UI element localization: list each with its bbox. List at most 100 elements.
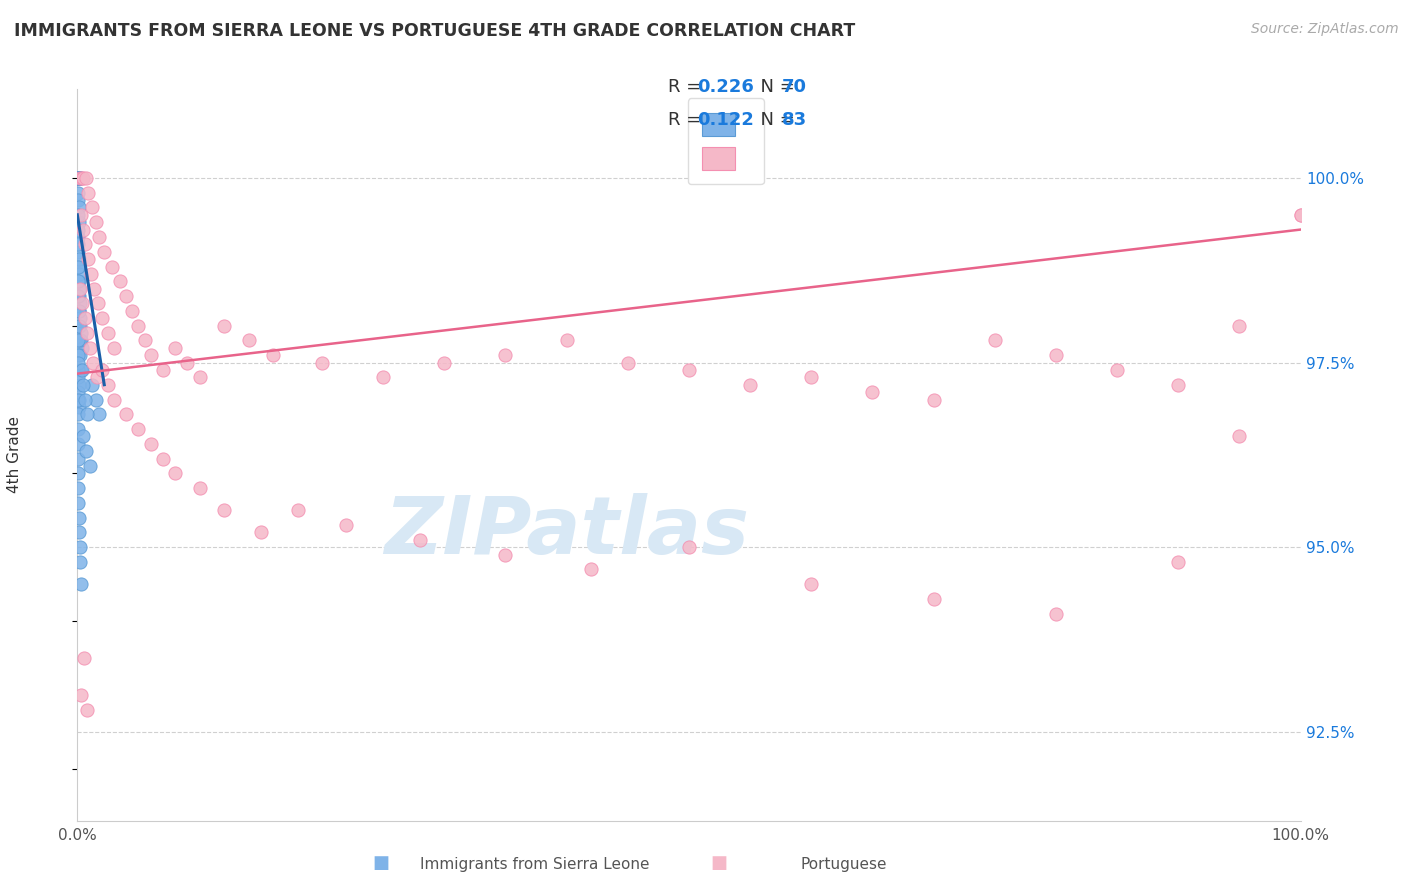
Point: [188, 481, 211, 495]
Point: [212, 318, 235, 333]
Point: [103, 341, 125, 355]
Point: [72, 429, 94, 443]
Point: [97, 377, 120, 392]
Point: [678, 363, 700, 377]
Text: 0.122: 0.122: [697, 111, 754, 128]
Point: [165, 467, 187, 481]
Point: [70, 170, 93, 185]
Point: [67, 348, 90, 362]
Point: [97, 326, 120, 340]
Point: [67, 237, 90, 252]
Text: 70: 70: [782, 78, 807, 95]
Point: [69, 555, 91, 569]
Point: [984, 334, 1007, 348]
Text: Immigrants from Sierra Leone: Immigrants from Sierra Leone: [419, 857, 650, 872]
Point: [579, 562, 602, 576]
Point: [67, 170, 90, 185]
Point: [1289, 208, 1312, 222]
Point: [69, 170, 91, 185]
Point: [128, 422, 150, 436]
Text: ZIPatlas: ZIPatlas: [384, 493, 749, 572]
Point: [70, 296, 93, 310]
Point: [139, 437, 162, 451]
Point: [103, 392, 125, 407]
Point: [69, 311, 91, 326]
Point: [69, 170, 91, 185]
Point: [67, 170, 90, 185]
Point: [67, 201, 90, 215]
Point: [67, 289, 90, 303]
Point: [86, 370, 108, 384]
Point: [69, 296, 91, 310]
Point: [617, 355, 640, 369]
Point: [67, 318, 90, 333]
Point: [287, 503, 309, 517]
Point: [66, 230, 89, 244]
Point: [70, 688, 93, 702]
Point: [67, 289, 90, 303]
Point: [80, 201, 103, 215]
Point: [495, 348, 517, 362]
Point: [433, 355, 456, 369]
Point: [67, 363, 90, 377]
Point: [188, 370, 211, 384]
Point: [100, 260, 122, 274]
Point: [80, 377, 103, 392]
Point: [139, 348, 162, 362]
Point: [67, 481, 90, 495]
Point: [67, 282, 90, 296]
Point: [67, 274, 90, 288]
Point: [72, 222, 94, 236]
Point: [238, 334, 260, 348]
Point: [66, 355, 89, 369]
Point: [69, 170, 91, 185]
Legend: , : ,: [688, 98, 763, 185]
Point: [75, 444, 97, 458]
Point: [69, 318, 91, 333]
Point: [67, 510, 90, 524]
Text: 83: 83: [782, 111, 807, 128]
Text: Source: ZipAtlas.com: Source: ZipAtlas.com: [1251, 22, 1399, 37]
Point: [67, 244, 90, 259]
Point: [212, 503, 235, 517]
Point: [72, 377, 94, 392]
Point: [69, 334, 91, 348]
Point: [70, 326, 93, 340]
Point: [922, 592, 945, 607]
Text: R =: R =: [668, 111, 707, 128]
Point: [67, 451, 90, 466]
Point: [75, 170, 97, 185]
Point: [66, 208, 89, 222]
Point: [87, 296, 110, 310]
Point: [73, 392, 96, 407]
Point: [1045, 348, 1067, 362]
Point: [67, 392, 90, 407]
Text: ■: ■: [373, 855, 389, 872]
Point: [409, 533, 432, 547]
Point: [70, 577, 93, 591]
Point: [76, 326, 98, 340]
Point: [67, 370, 90, 384]
Text: 4th Grade: 4th Grade: [7, 417, 22, 493]
Point: [250, 525, 273, 540]
Point: [152, 451, 174, 466]
Point: [67, 260, 90, 274]
Point: [73, 651, 96, 665]
Point: [922, 392, 945, 407]
Point: [115, 289, 138, 303]
Point: [67, 407, 90, 421]
Point: [67, 274, 90, 288]
Point: [800, 370, 823, 384]
Point: [152, 363, 174, 377]
Text: N =: N =: [749, 78, 801, 95]
Text: N =: N =: [749, 111, 801, 128]
Point: [69, 170, 91, 185]
Point: [1229, 429, 1251, 443]
Point: [371, 370, 394, 384]
Point: [66, 334, 89, 348]
Point: [165, 341, 187, 355]
Point: [862, 385, 884, 400]
Point: [134, 334, 156, 348]
Point: [1107, 363, 1129, 377]
Point: [128, 318, 150, 333]
